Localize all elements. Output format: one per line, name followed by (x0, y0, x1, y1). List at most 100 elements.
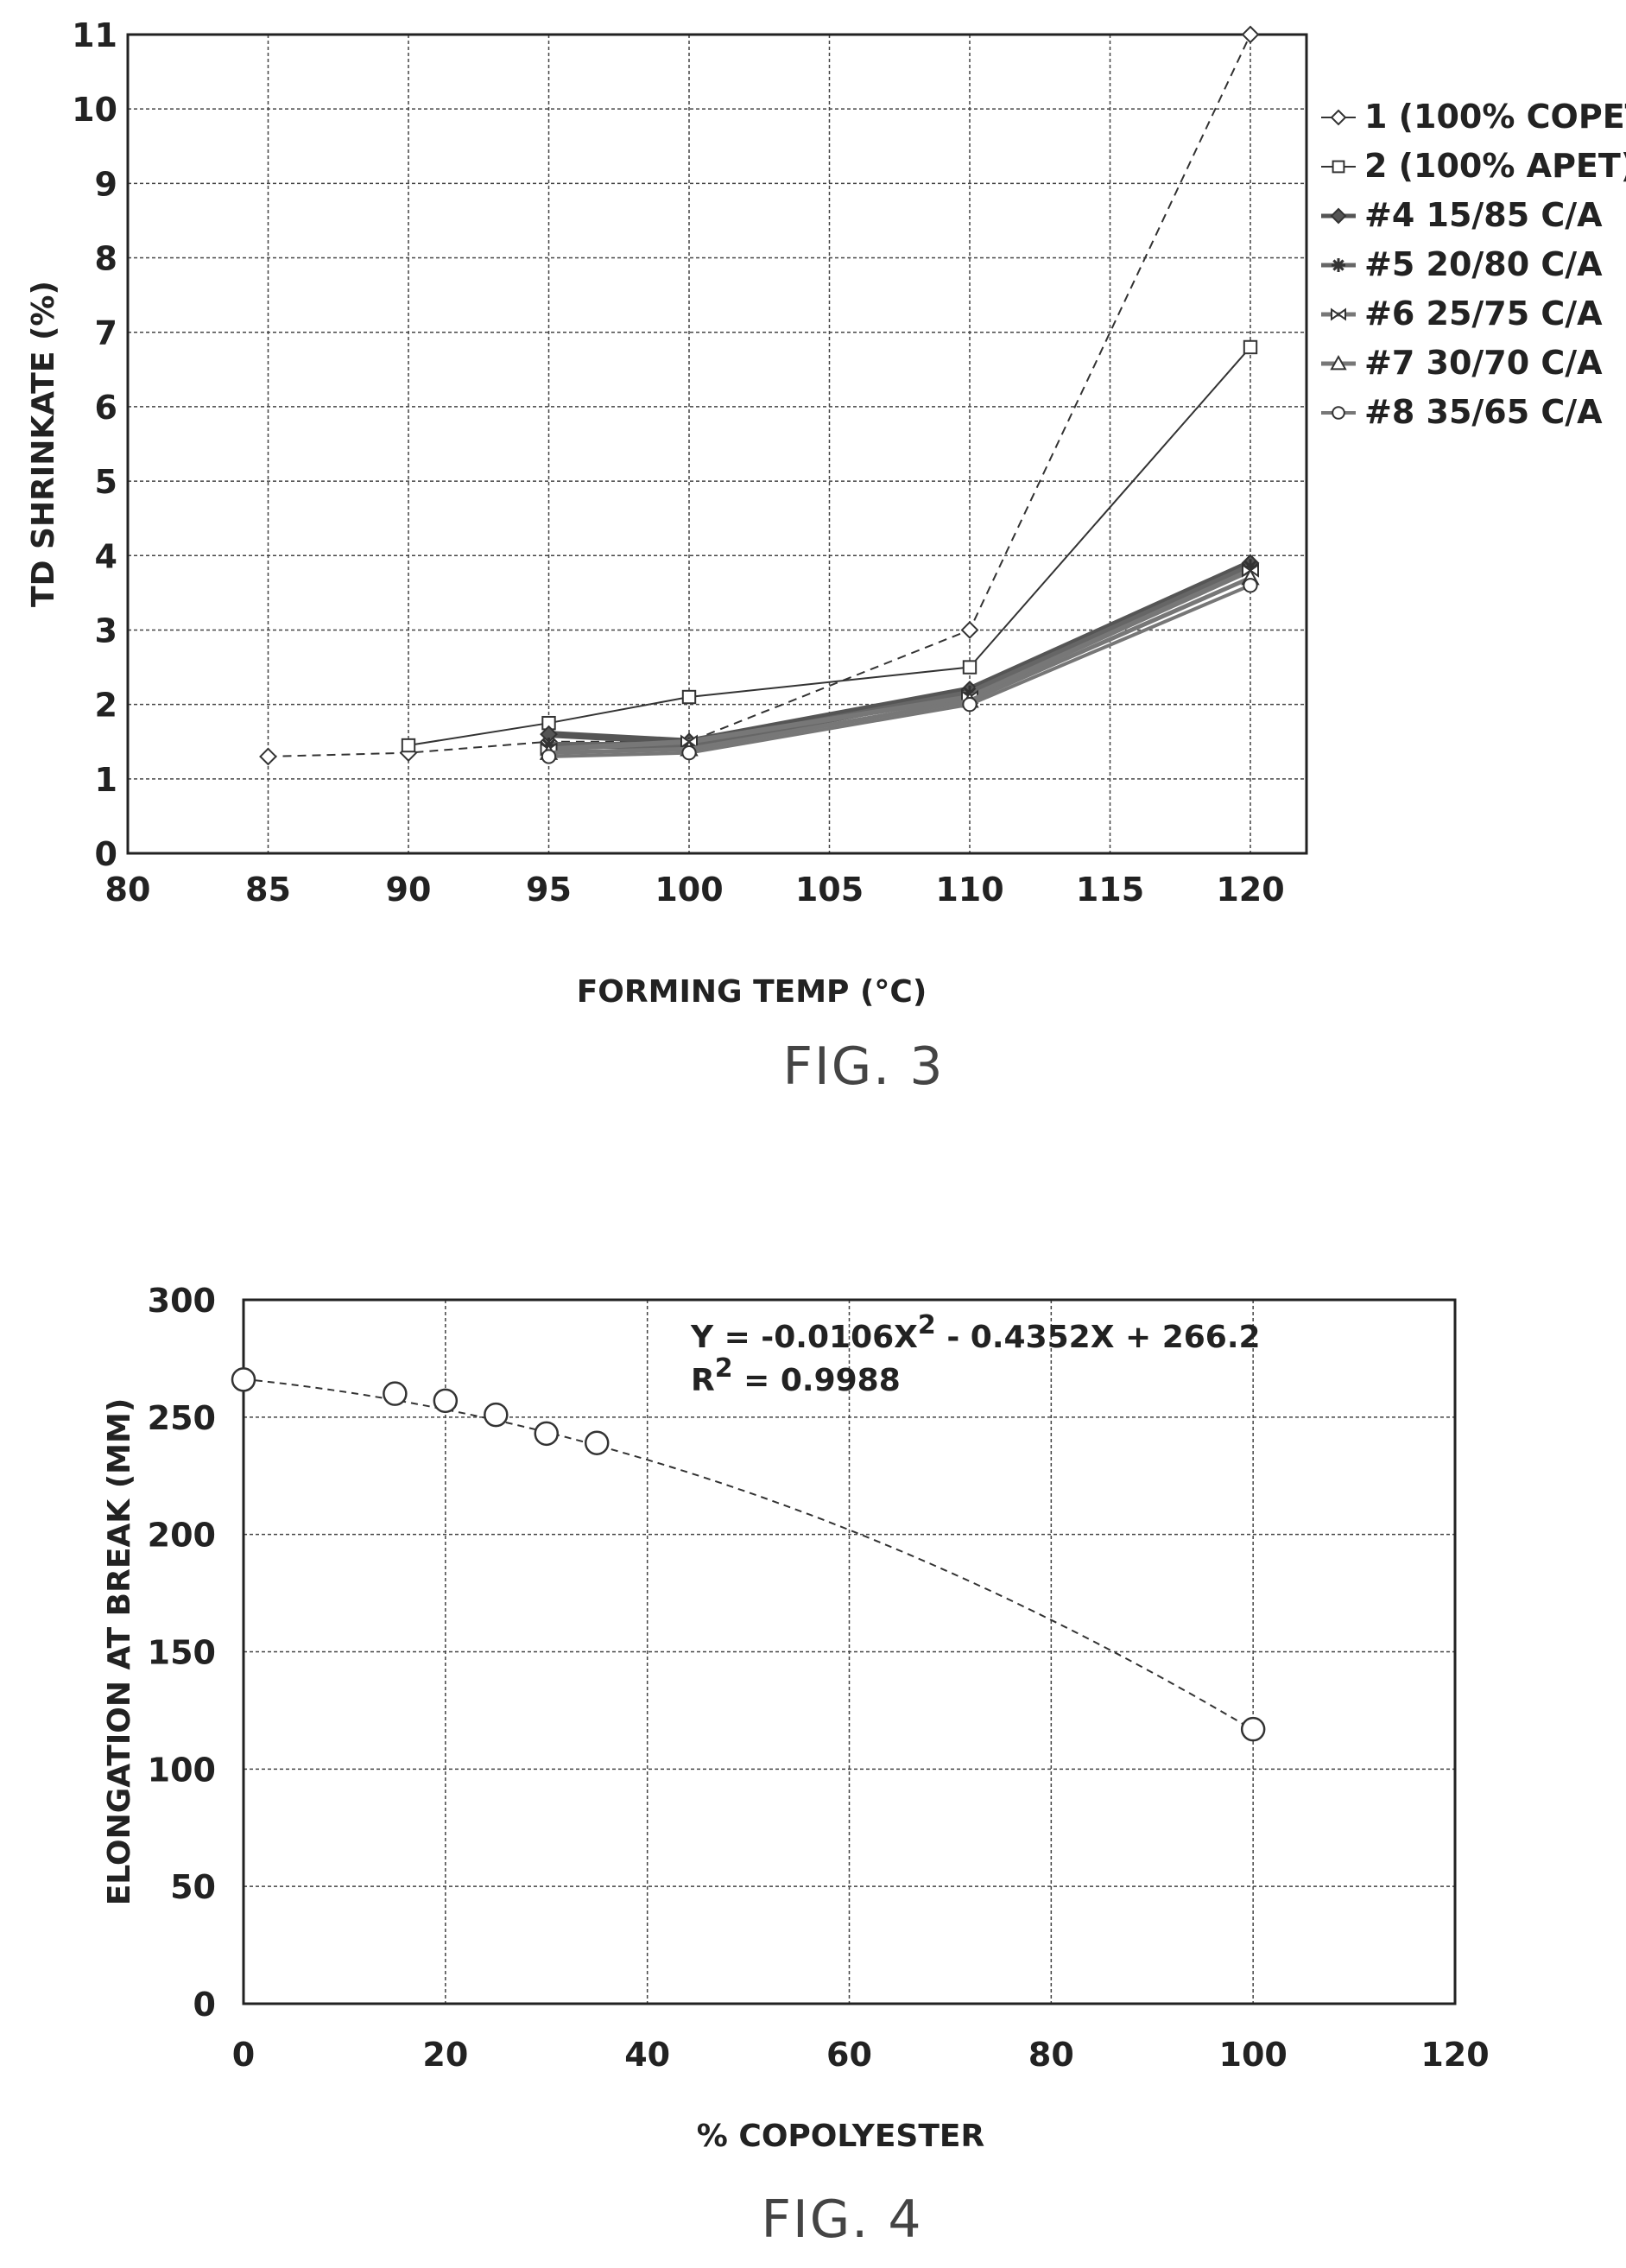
fig3-legend-swatch-marker (1331, 307, 1346, 321)
fig3-x-tick-label: 80 (105, 871, 151, 909)
fig4-x-tick-label: 100 (1219, 2036, 1288, 2074)
fig3-x-tick-label: 95 (526, 871, 572, 909)
fig4-chart: 0 20 40 60 80 100 120 0 50 100 150 200 250 300 % COPOL… (102, 1282, 1490, 2154)
fig3-series-line (548, 575, 1252, 756)
fig4-caption: FIG. 4 (761, 2189, 922, 2250)
fig3-data-point (541, 749, 557, 764)
fig3-x-tick-label: 100 (655, 871, 723, 909)
fig3-legend: 1 (100% COPET) 2 (100% APET) #4 15/85 C/A #… (1321, 98, 1626, 431)
fig3-series-3 (541, 559, 1258, 754)
fig3-series-line (548, 563, 1252, 750)
fig3-legend-swatch-marker (1330, 354, 1347, 371)
fig3-x-tick-label: 115 (1076, 871, 1144, 909)
fig3-legend-item: #4 15/85 C/A (1321, 196, 1603, 234)
fig4-equation: Y = -0.0106X2 - 0.4352X + 266.2 (690, 1310, 1261, 1355)
fig3-series-5 (539, 568, 1260, 760)
fig3-x-tick-label: 85 (245, 871, 291, 909)
fig3-legend-item: #7 30/70 C/A (1321, 344, 1603, 382)
fig3-y-tick-label: 3 (95, 611, 117, 649)
fig3-legend-label: #6 25/75 C/A (1364, 295, 1603, 333)
fig4-y-tick-label: 250 (148, 1399, 216, 1437)
fig3-series-6 (541, 578, 1258, 764)
fig3-data-point (680, 734, 698, 749)
fig4-y-tick-label: 300 (148, 1282, 216, 1320)
fig3-series-0 (259, 25, 1260, 766)
fig3-legend-label: 1 (100% COPET) (1364, 98, 1626, 136)
fig3-y-tick-label: 11 (72, 16, 117, 54)
fig3-y-tick-label: 8 (95, 240, 117, 278)
fig4-data-point (383, 1381, 408, 1406)
fig4-x-tick-label: 80 (1028, 2036, 1074, 2074)
fig3-x-tick-label: 105 (795, 871, 864, 909)
fig4-y-tick-label: 100 (148, 1751, 216, 1789)
fig4-y-tick-label: 200 (148, 1517, 216, 1555)
fig3-data-point (259, 747, 277, 766)
fig4-trendline (243, 1378, 1254, 1731)
fig3-data-point (962, 660, 977, 675)
fig3-legend-item: #6 25/75 C/A (1321, 295, 1603, 333)
fig3-y-tick-label: 4 (95, 537, 117, 575)
fig3-data-point (681, 745, 697, 761)
fig3-y-tick-label: 9 (95, 165, 117, 203)
fig4-y-tick-label: 50 (170, 1868, 216, 1906)
fig3-legend-swatch-marker (1332, 160, 1345, 174)
fig4-y-tick-label: 150 (148, 1634, 216, 1672)
fig4-data-point (534, 1421, 559, 1447)
fig4-x-tick-label: 0 (232, 2036, 255, 2074)
fig3-data-point (1243, 339, 1258, 355)
fig3-data-point (401, 738, 416, 753)
fig3-legend-label: #7 30/70 C/A (1364, 344, 1603, 382)
fig3-data-point (1243, 578, 1258, 593)
fig3-series-2 (540, 554, 1260, 751)
fig3-series-line (548, 583, 1251, 758)
fig3-legend-item: #5 20/80 C/A (1321, 245, 1603, 283)
fig3-legend-item: #8 35/65 C/A (1321, 393, 1603, 431)
fig3-plot-frame (126, 33, 1308, 855)
fig3-x-tick-label: 120 (1216, 871, 1284, 909)
fig4-x-tick-label: 60 (826, 2036, 872, 2074)
fig3-caption: FIG. 3 (782, 1036, 944, 1097)
fig4-data-point (484, 1402, 509, 1428)
fig3-series-line (548, 567, 1252, 752)
fig3-legend-item: 2 (100% APET) (1321, 147, 1626, 185)
fig3-chart: 80 85 90 95 100 105 110 115 120 0 1 2 3 4 5 6 7 8 9 10 11 FOR… (26, 16, 1626, 1010)
fig3-y-tick-label: 5 (95, 463, 117, 501)
fig4-x-tick-label: 40 (624, 2036, 670, 2074)
fig3-data-point (681, 689, 697, 705)
fig3-data-point (1243, 559, 1258, 575)
fig3-legend-swatch-marker (1330, 207, 1347, 225)
fig3-y-tick-label: 10 (72, 91, 117, 129)
fig4-r-squared: R2 = 0.9988 (691, 1353, 901, 1398)
fig4-x-axis-label: % COPOLYESTER (697, 2119, 984, 2154)
fig4-x-tick-label: 120 (1420, 2036, 1489, 2074)
fig3-data-point (960, 621, 979, 639)
fig3-y-tick-label: 2 (95, 687, 117, 725)
fig3-y-tick-label: 1 (95, 761, 117, 799)
fig4-data-point (584, 1430, 610, 1455)
fig3-data-point (1241, 25, 1260, 44)
fig3-y-tick-label: 6 (95, 389, 117, 427)
fig3-x-tick-label: 110 (935, 871, 1003, 909)
fig4-x-tick-label: 20 (422, 2036, 468, 2074)
fig3-data-point (962, 696, 977, 713)
fig3-legend-label: #5 20/80 C/A (1364, 245, 1603, 283)
fig3-x-tick-label: 90 (386, 871, 432, 909)
fig3-legend-label: #8 35/65 C/A (1364, 393, 1603, 431)
fig3-y-tick-label: 0 (95, 835, 117, 873)
fig3-legend-item: 1 (100% COPET) (1321, 98, 1626, 136)
fig4-y-axis-label: ELONGATION AT BREAK (MM) (102, 1398, 137, 1906)
fig3-y-axis-label: TD SHRINKATE (%) (26, 281, 61, 607)
fig3-series-4 (540, 563, 1259, 757)
fig3-x-axis-label: FORMING TEMP (°C) (577, 974, 927, 1010)
fig3-legend-swatch-marker (1332, 406, 1345, 420)
fig3-legend-label: #4 15/85 C/A (1364, 196, 1603, 234)
fig3-legend-swatch-marker (1330, 109, 1347, 126)
fig4-data-point (433, 1388, 459, 1414)
fig4-y-tick-label: 0 (193, 1986, 216, 2024)
fig4-data-point (1240, 1716, 1266, 1742)
fig4-data-point (231, 1367, 256, 1392)
fig4-plot-frame (242, 1298, 1457, 2005)
fig3-legend-label: 2 (100% APET) (1364, 147, 1626, 185)
fig3-legend-swatch-marker (1332, 258, 1345, 272)
